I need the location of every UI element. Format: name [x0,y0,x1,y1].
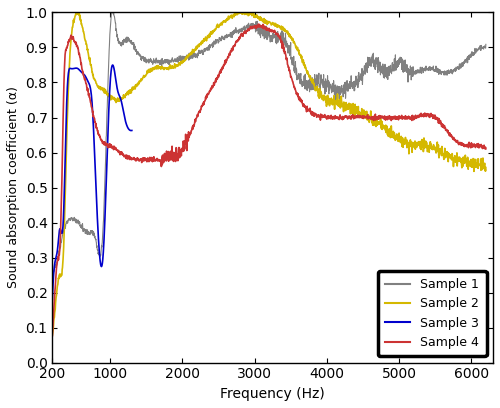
Sample 2 [83,39,89,44]
Sample 1 [483,42,489,47]
Sample 3 [70,66,76,71]
Sample 3 [110,62,116,67]
Sample 2 [234,11,239,16]
Sample 3 [86,80,91,84]
Sample 2 [250,11,256,16]
Sample 1 [260,29,266,34]
Sample 1 [50,273,56,278]
Sample 3 [129,128,135,133]
Sample 2 [242,9,248,14]
Sample 1 [72,216,78,221]
Sample 4 [250,24,256,29]
Sample 2 [237,8,243,13]
Sample 4 [234,40,239,44]
Line: Sample 1: Sample 1 [52,9,486,276]
Sample 4 [256,22,262,27]
Sample 1 [249,24,255,29]
Sample 2 [296,51,302,55]
Sample 3 [109,63,115,68]
Sample 4 [100,140,106,145]
Legend: Sample 1, Sample 2, Sample 3, Sample 4: Sample 1, Sample 2, Sample 3, Sample 4 [378,271,487,357]
Sample 2 [483,165,489,170]
Sample 1 [50,272,56,277]
Sample 3 [102,202,108,207]
Sample 4 [483,146,489,151]
Sample 1 [470,52,476,57]
Sample 2 [100,88,106,93]
Line: Sample 4: Sample 4 [52,24,486,336]
Sample 4 [83,81,89,86]
Sample 3 [50,297,56,302]
Sample 4 [296,94,302,99]
Line: Sample 3: Sample 3 [52,65,132,299]
Line: Sample 2: Sample 2 [52,11,486,335]
Sample 4 [50,333,56,338]
Sample 2 [50,333,56,337]
Y-axis label: Sound absorption coefficient (α): Sound absorption coefficient (α) [7,86,20,288]
Sample 4 [242,30,248,35]
Sample 1 [470,53,476,58]
Sample 1 [110,7,116,12]
Sample 3 [64,109,70,114]
Sample 3 [96,248,102,253]
X-axis label: Frequency (Hz): Frequency (Hz) [220,387,325,401]
Sample 1 [391,67,397,71]
